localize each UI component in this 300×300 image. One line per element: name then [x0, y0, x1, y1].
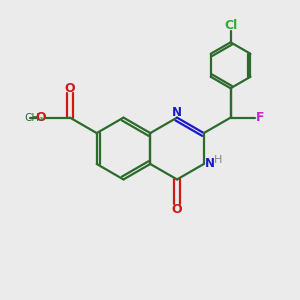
Text: Cl: Cl [224, 19, 237, 32]
Text: O: O [172, 203, 182, 216]
Text: F: F [256, 111, 264, 124]
Text: N: N [205, 158, 215, 170]
Text: N: N [172, 106, 182, 119]
Text: CH₃: CH₃ [24, 112, 44, 123]
Text: H: H [214, 154, 223, 165]
Text: O: O [35, 111, 46, 124]
Text: O: O [64, 82, 75, 95]
